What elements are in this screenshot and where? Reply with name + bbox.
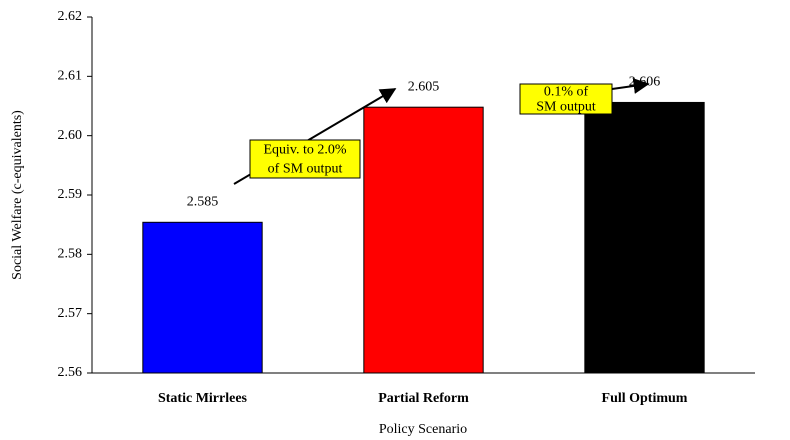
annotation-text: SM output (536, 100, 596, 115)
y-axis-label: Social Welfare (c-equivalents) (10, 110, 25, 280)
annotation-box (519, 83, 613, 115)
data-label: 2.605 (408, 79, 440, 94)
y-tick-label: 2.56 (58, 365, 83, 380)
x-tick-label: Static Mirrlees (158, 391, 248, 406)
y-tick-label: 2.58 (58, 247, 83, 262)
y-tick-label: 2.61 (58, 69, 83, 84)
y-tick-label: 2.62 (58, 9, 83, 24)
x-tick-label: Partial Reform (378, 391, 469, 406)
annotation-box (249, 139, 361, 179)
annotation-text: of SM output (268, 162, 343, 177)
annotation-arrow (611, 78, 650, 94)
y-tick-label: 2.60 (58, 128, 83, 143)
annotation-text: 0.1% of (544, 85, 589, 100)
x-axis-label: Policy Scenario (379, 422, 467, 437)
bar (142, 221, 263, 374)
bar (363, 106, 484, 374)
y-tick-label: 2.59 (58, 187, 83, 202)
data-label: 2.606 (629, 75, 661, 90)
x-tick-label: Full Optimum (602, 391, 688, 406)
data-label: 2.585 (187, 195, 219, 210)
y-tick-label: 2.57 (58, 306, 83, 321)
annotation-text: Equiv. to 2.0% (263, 143, 346, 158)
bar (584, 101, 705, 374)
